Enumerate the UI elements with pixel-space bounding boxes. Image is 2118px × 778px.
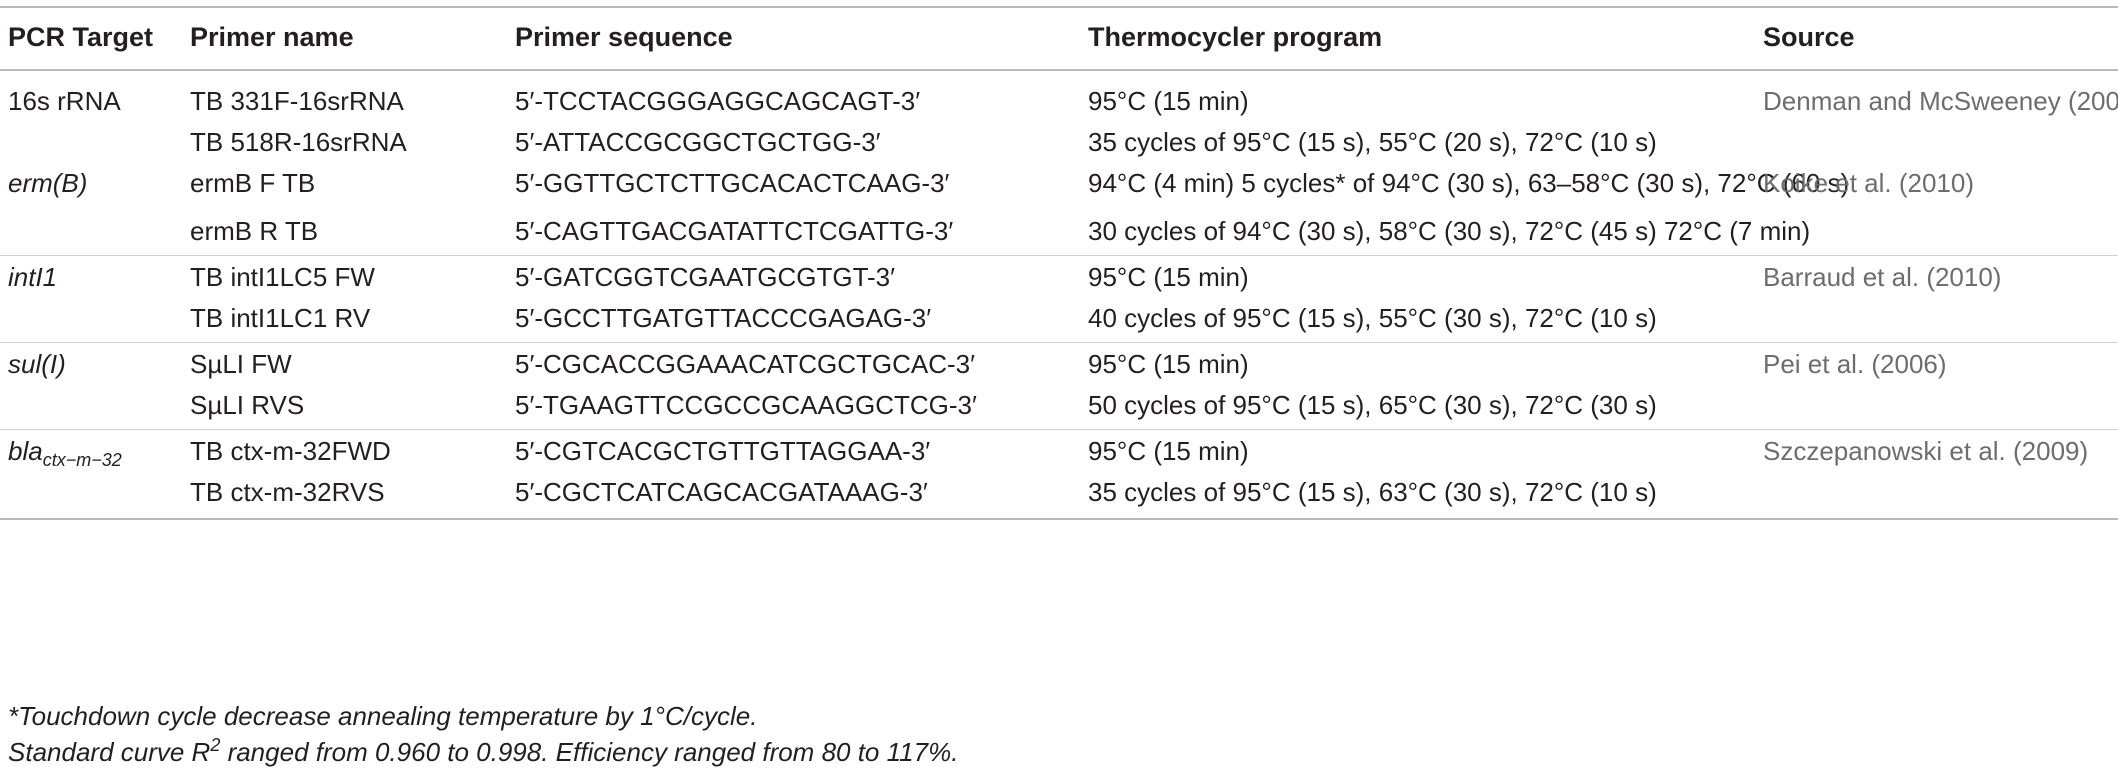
thermocycler-program-cell: 35 cycles of 95°C (15 s), 55°C (20 s), 7… <box>1088 127 1657 157</box>
primer-name-cell: TB intI1LC1 RV <box>182 297 507 343</box>
thermocycler-program-cell: 95°C (15 min) <box>1088 262 1249 292</box>
table-row: TB ctx-m-32RVS 5′-CGCTCATCAGCACGATAAAG-3… <box>0 471 2118 520</box>
source-cell <box>1755 297 2118 343</box>
table-row: SµLI RVS 5′-TGAAGTTCCGCCGCAAGGCTCG-3′ 50… <box>0 384 2118 430</box>
table-row: ermB R TB 5′-CAGTTGACGATATTCTCGATTG-3′ 3… <box>0 203 2118 256</box>
pcr-target-cell <box>0 203 182 256</box>
source-cell <box>1755 203 2118 256</box>
thermocycler-program-cell: 35 cycles of 95°C (15 s), 63°C (30 s), 7… <box>1080 471 1755 520</box>
primer-name-cell: TB ctx-m-32RVS <box>182 471 507 520</box>
primer-sequence-cell: 5′-TCCTACGGGAGGCAGCAGT-3′ <box>515 86 921 116</box>
thermocycler-program-cell: 40 cycles of 95°C (15 s), 55°C (30 s), 7… <box>1080 297 1755 343</box>
source-cell: Pei et al. (2006) <box>1763 349 1947 379</box>
thermocycler-program-cell: 30 cycles of 94°C (30 s), 58°C (30 s), 7… <box>1080 203 1810 256</box>
source-cell: Denman and McSweeney (2006) <box>1763 86 2118 116</box>
source-cell <box>1755 384 2118 430</box>
pcr-target-cell <box>0 384 182 430</box>
footnote-standard-curve: Standard curve R2 ranged from 0.960 to 0… <box>8 736 958 768</box>
pcr-target-main: bla <box>8 436 43 466</box>
primer-name-cell: TB 331F-16srRNA <box>190 86 404 116</box>
source-cell: Koike et al. (2010) <box>1763 168 1975 198</box>
pcr-target-cell: sul(I) <box>8 349 66 379</box>
source-cell <box>1755 471 2118 520</box>
primer-table: PCR Target Primer name Primer sequence T… <box>0 6 2118 520</box>
thermocycler-program-cell: 94°C (4 min) 5 cycles* of 94°C (30 s), 6… <box>1088 168 1850 198</box>
thermocycler-program-cell: 95°C (15 min) <box>1088 436 1249 466</box>
footnote-touchdown: *Touchdown cycle decrease annealing temp… <box>8 701 758 731</box>
table-row: blactx−m−32 TB ctx-m-32FWD 5′-CGTCACGCTG… <box>0 430 2118 472</box>
footnote-text-post: ranged from 0.960 to 0.998. Efficiency r… <box>220 737 959 767</box>
pcr-target-cell: erm(B) <box>8 168 88 198</box>
primer-name-cell: TB intI1LC5 FW <box>190 262 375 292</box>
pcr-target-cell <box>0 297 182 343</box>
pcr-target-cell: blactx−m−32 <box>0 430 182 472</box>
thermocycler-program-cell: 95°C (15 min) <box>1088 86 1249 116</box>
thermocycler-program-cell: 50 cycles of 95°C (15 s), 65°C (30 s), 7… <box>1080 384 1755 430</box>
header-pcr-target: PCR Target <box>0 6 182 71</box>
table-row: sul(I) SµLI FW 5′-CGCACCGGAAACATCGCTGCAC… <box>0 343 2118 385</box>
primer-sequence-cell: 5′-TGAAGTTCCGCCGCAAGGCTCG-3′ <box>507 384 1080 430</box>
primer-name-cell: ermB R TB <box>182 203 507 256</box>
primer-sequence-cell: 5′-CGCTCATCAGCACGATAAAG-3′ <box>507 471 1080 520</box>
primer-name-cell: ermB F TB <box>190 168 316 198</box>
primer-sequence-cell: 5′-CGCACCGGAAACATCGCTGCAC-3′ <box>515 349 975 379</box>
source-cell <box>1755 121 2118 162</box>
header-source: Source <box>1755 6 2118 71</box>
header-primer-name: Primer name <box>182 6 507 71</box>
primer-sequence-cell: 5′-GATCGGTCGAATGCGTGT-3′ <box>515 262 896 292</box>
table-row: erm(B) ermB F TB 5′-GGTTGCTCTTGCACACTCAA… <box>0 162 2118 203</box>
primer-name-cell: TB ctx-m-32FWD <box>190 436 391 466</box>
primer-name-cell: TB 518R-16srRNA <box>190 127 407 157</box>
thermocycler-program-cell: 95°C (15 min) <box>1088 349 1249 379</box>
table-row: TB intI1LC1 RV 5′-GCCTTGATGTTACCCGAGAG-3… <box>0 297 2118 343</box>
source-cell: Barraud et al. (2010) <box>1763 262 2002 292</box>
footnote-superscript: 2 <box>210 735 221 755</box>
header-thermocycler-program: Thermocycler program <box>1080 6 1755 71</box>
footnote-text-pre: Standard curve R <box>8 737 211 767</box>
pcr-target-subscript: ctx−m−32 <box>42 450 122 470</box>
primer-sequence-cell: 5′-ATTACCGCGGCTGCTGG-3′ <box>515 127 881 157</box>
table-row: TB 518R-16srRNA 5′-ATTACCGCGGCTGCTGG-3′ … <box>0 121 2118 162</box>
primer-sequence-cell: 5′-CGTCACGCTGTTGTTAGGAA-3′ <box>515 436 931 466</box>
primer-sequence-cell: 5′-CAGTTGACGATATTCTCGATTG-3′ <box>507 203 1080 256</box>
pcr-target-cell: 16s rRNA <box>8 86 121 116</box>
table-row: intI1 TB intI1LC5 FW 5′-GATCGGTCGAATGCGT… <box>0 256 2118 298</box>
header-row: PCR Target Primer name Primer sequence T… <box>0 6 2118 71</box>
primer-name-cell: SµLI RVS <box>182 384 507 430</box>
header-primer-sequence: Primer sequence <box>507 6 1080 71</box>
primer-sequence-cell: 5′-GCCTTGATGTTACCCGAGAG-3′ <box>507 297 1080 343</box>
table-row: 16s rRNA TB 331F-16srRNA 5′-TCCTACGGGAGG… <box>0 70 2118 121</box>
pcr-target-cell: intI1 <box>8 262 58 292</box>
primer-name-cell: SµLI FW <box>190 349 292 379</box>
pcr-target-cell <box>0 121 182 162</box>
pcr-target-cell <box>0 471 182 520</box>
source-cell: Szczepanowski et al. (2009) <box>1763 436 2089 466</box>
primer-sequence-cell: 5′-GGTTGCTCTTGCACACTCAAG-3′ <box>515 168 950 198</box>
